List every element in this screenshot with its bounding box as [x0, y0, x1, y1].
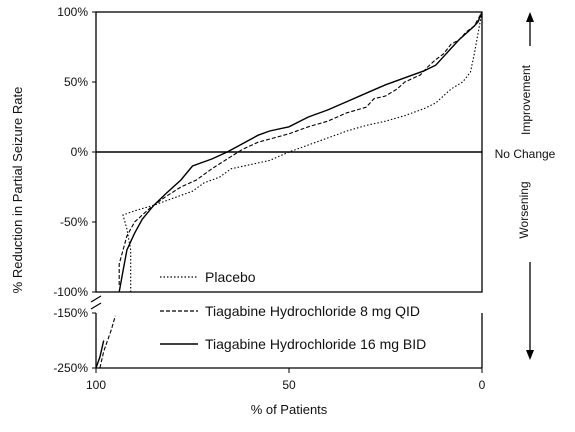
series-lines — [95, 11, 483, 369]
tick-labels: 100% 50% 0% -50% -100% -150% -250% 100 50 0 — [53, 5, 485, 392]
annotation-worsening: Worsening — [517, 181, 531, 238]
legend-label-8mg: Tiagabine Hydrochloride 8 mg QID — [205, 303, 420, 319]
series-line-lower-8mg — [99, 315, 116, 369]
x-axis-label: % of Patients — [251, 402, 328, 417]
y-tick-label: -50% — [60, 215, 88, 229]
improvement-arrow — [526, 12, 534, 46]
x-tick-label: 100 — [86, 378, 106, 392]
series-line-lower-16mg — [95, 340, 105, 369]
series-line-placebo — [122, 11, 483, 292]
legend-label-placebo: Placebo — [205, 269, 256, 285]
y-tick-label: 50% — [64, 75, 88, 89]
series-line-8mg — [118, 11, 483, 285]
legend-label-16mg: Tiagabine Hydrochloride 16 mg BID — [205, 336, 426, 352]
y-axis-label: % Reduction in Partial Seizure Rate — [10, 87, 25, 294]
annotation-improvement: Improvement — [519, 64, 533, 135]
y-tick-label: -250% — [53, 361, 88, 375]
y-tick-label: 0% — [71, 145, 89, 159]
worsening-arrow — [526, 262, 534, 360]
annotation-no-change: No Change — [495, 147, 556, 161]
series-line-16mg — [118, 11, 483, 293]
y-tick-label: -100% — [53, 285, 88, 299]
x-tick-label: 50 — [282, 378, 296, 392]
y-tick-label: 100% — [57, 5, 88, 19]
y-tick-label: -150% — [53, 306, 88, 320]
legend: Placebo Tiagabine Hydrochloride 8 mg QID… — [160, 269, 426, 352]
axis-break-mark — [90, 302, 102, 310]
axis-break-mark — [90, 295, 102, 303]
x-tick-label: 0 — [479, 378, 486, 392]
